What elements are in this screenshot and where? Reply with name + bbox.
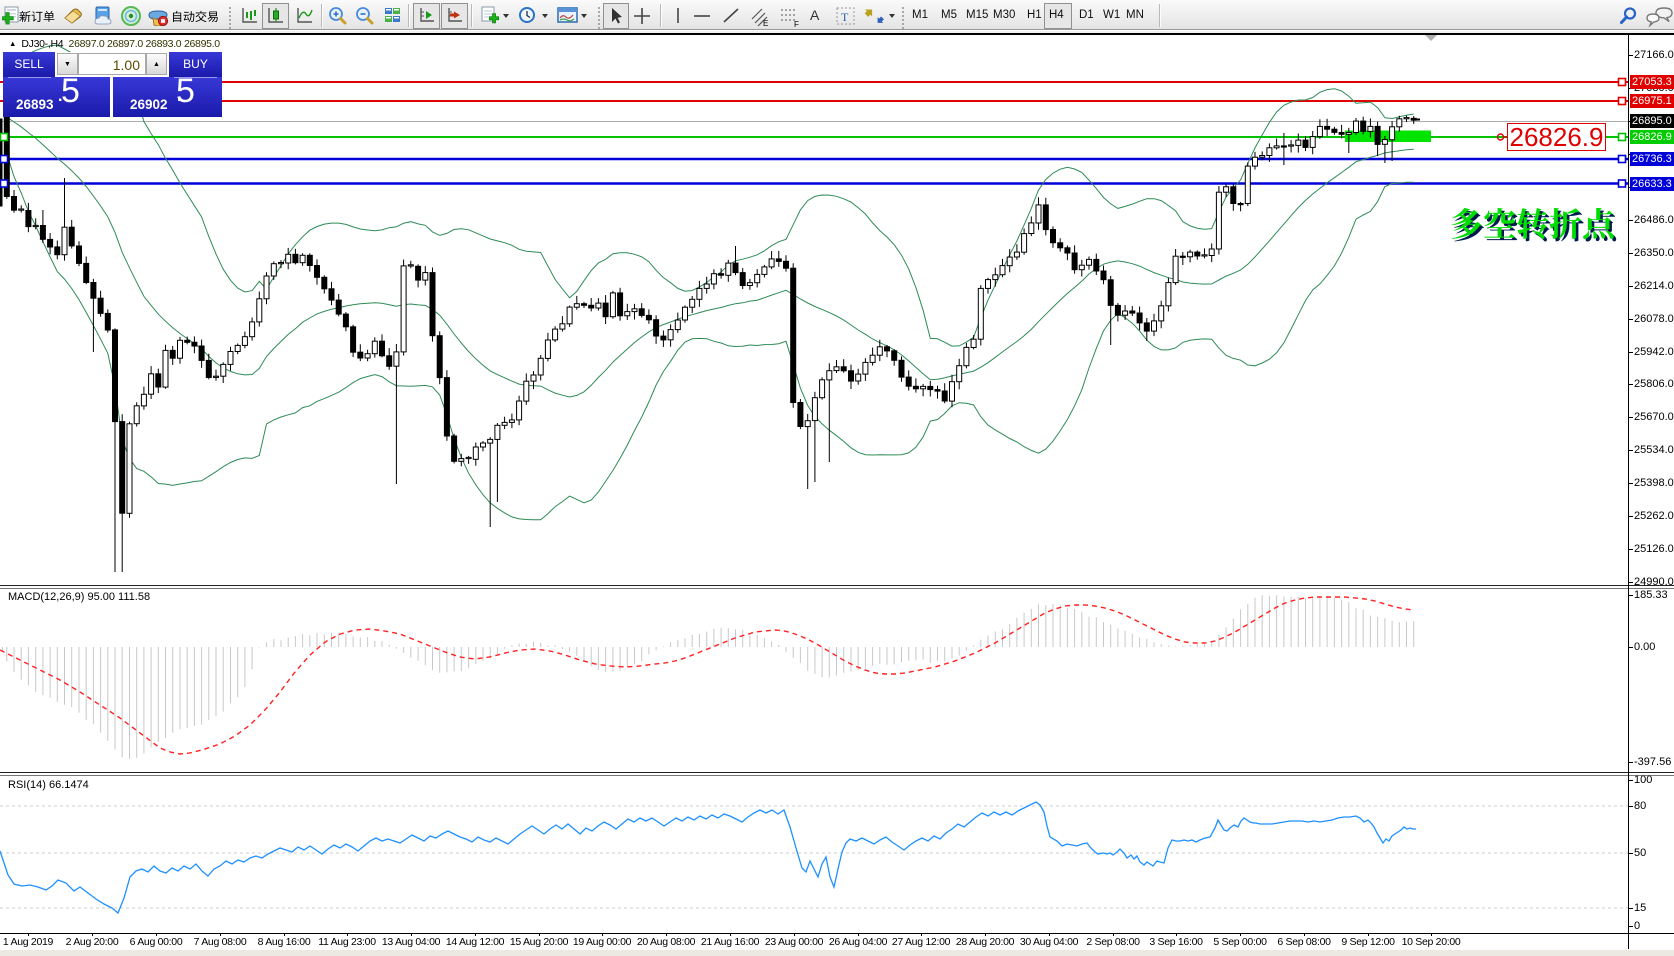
svg-text:F: F [794, 20, 799, 28]
svg-text:T: T [841, 10, 849, 24]
svg-text:E: E [763, 19, 768, 28]
